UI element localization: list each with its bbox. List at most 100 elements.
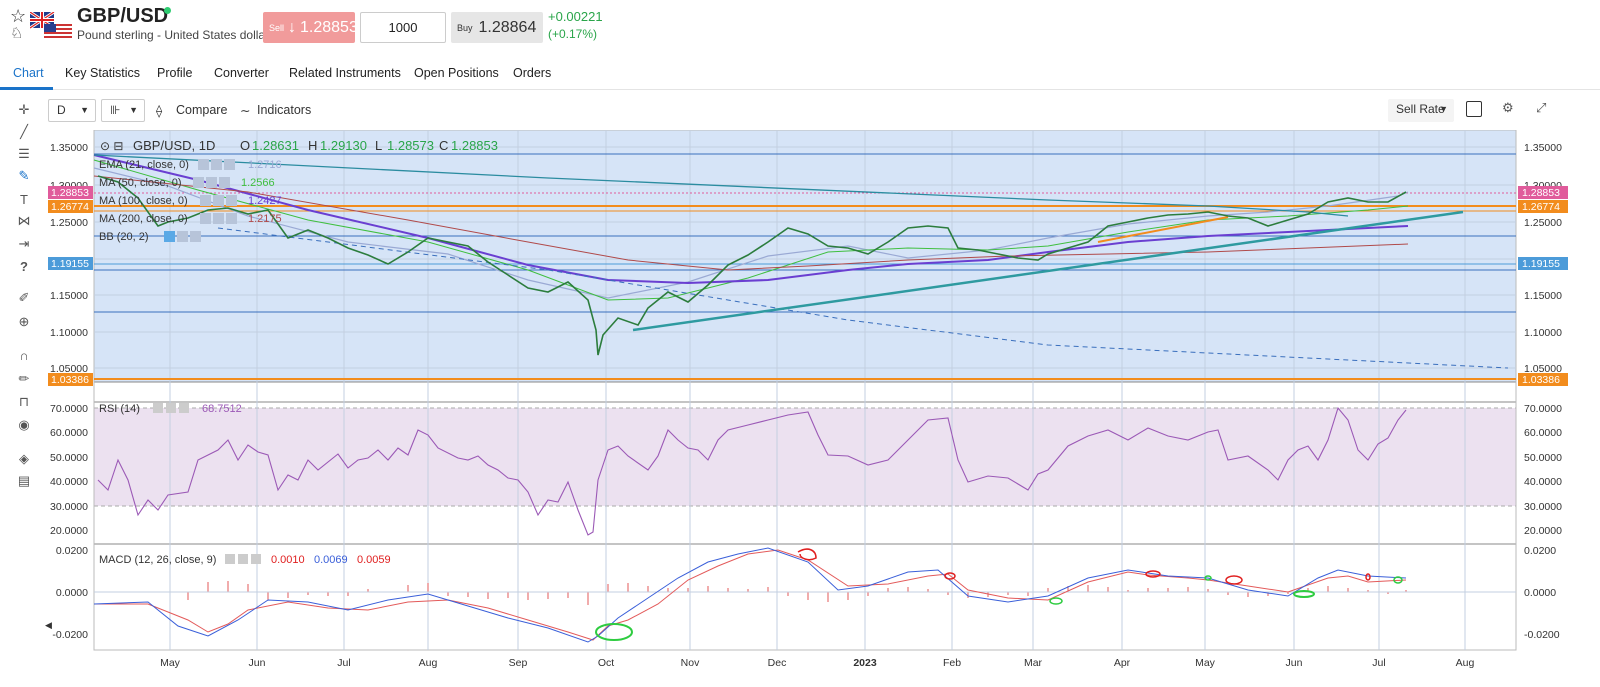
macd-tick: 0.0000	[1524, 587, 1556, 599]
time-tick: May	[1195, 657, 1216, 669]
buy-button[interactable]: Buy 1.28864	[451, 12, 543, 43]
eye-icon[interactable]: ◉	[18, 417, 30, 432]
lock-drawings-icon[interactable]: ✏	[18, 371, 30, 386]
time-tick: Dec	[768, 657, 787, 669]
sell-rate-select[interactable]: Sell Rate ▼	[1388, 99, 1454, 122]
tab-chart[interactable]: Chart	[13, 66, 44, 80]
time-tick: Aug	[1456, 657, 1475, 669]
rsi-tick: 50.0000	[1524, 452, 1562, 464]
ma50-legend: MA (50, close, 0)	[99, 177, 182, 189]
tab-profile[interactable]: Profile	[157, 66, 193, 80]
legend-high: 1.29130	[320, 138, 367, 153]
time-tick: 2023	[853, 657, 877, 669]
instrument-header: ☆ ♘ GBP/USD Pound sterling - United Stat…	[0, 0, 1600, 56]
trash-icon[interactable]: ▤	[17, 473, 31, 488]
price-tick: 1.15000	[1524, 290, 1562, 302]
price-marker-label: 1.28853	[51, 187, 89, 199]
lock-icon[interactable]: ⊓	[18, 394, 30, 409]
time-tick: Nov	[681, 657, 700, 669]
time-tick: Jun	[249, 657, 266, 669]
legend-low: 1.28573	[387, 138, 434, 153]
interval-select[interactable]: D ▼	[48, 99, 96, 122]
time-tick: Aug	[419, 657, 438, 669]
tab-orders[interactable]: Orders	[513, 66, 552, 80]
macd-signal-value: 0.0059	[357, 554, 391, 566]
sell-arrow-icon: ↓	[288, 18, 297, 36]
layers-icon[interactable]: ◈	[19, 451, 29, 466]
sell-rate-value: Sell Rate	[1396, 102, 1445, 116]
bb-legend: BB (20, 2)	[99, 231, 149, 243]
compare-button[interactable]: Compare	[176, 103, 228, 117]
price-marker-label: 1.19155	[51, 258, 89, 270]
magnet-icon[interactable]: ∩	[19, 348, 29, 363]
price-marker-label: 1.19155	[1522, 258, 1560, 270]
rsi-value: 68.7512	[202, 403, 242, 415]
us-flag-icon	[44, 24, 72, 40]
measure-icon[interactable]: ⇥	[18, 236, 30, 251]
fullscreen-icon[interactable]: ⤢	[1536, 100, 1547, 115]
gear-icon[interactable]: ⚙	[1502, 100, 1514, 115]
change-percent: (+0.17%)	[548, 27, 598, 41]
tab-related-instruments[interactable]: Related Instruments	[289, 66, 401, 80]
fib-icon[interactable]: ☰	[18, 146, 30, 161]
macd-tick: 0.0000	[56, 587, 88, 599]
ma200-legend: MA (200, close, 0)	[99, 213, 188, 225]
checkbox-icon[interactable]	[1466, 101, 1482, 117]
rsi-tick: 50.0000	[50, 452, 88, 464]
time-tick: Jul	[337, 657, 350, 669]
ma100-legend: MA (100, close, 0)	[99, 195, 188, 207]
sell-price: 1.28853	[300, 18, 358, 36]
compare-icon[interactable]: ⟠	[156, 104, 163, 118]
indicators-button[interactable]: Indicators	[257, 103, 312, 117]
trendline-icon[interactable]: ╱	[20, 124, 28, 139]
time-tick: Jul	[1372, 657, 1385, 669]
star-icon[interactable]: ☆	[10, 6, 27, 26]
time-tick: Mar	[1024, 657, 1043, 669]
rsi-tick: 30.0000	[50, 501, 88, 513]
zoom-icon[interactable]: ⊕	[18, 314, 30, 329]
chart-type-select[interactable]: ⊪ ▼	[101, 99, 145, 122]
price-marker-label: 1.28853	[1522, 187, 1560, 199]
rsi-tick: 40.0000	[1524, 476, 1562, 488]
chevron-down-icon: ▼	[1439, 104, 1448, 114]
quantity-input[interactable]: 1000	[360, 12, 446, 43]
ma200-value: 1.2175	[248, 213, 282, 225]
help-icon[interactable]: ?	[20, 259, 28, 274]
time-tick: Sep	[509, 657, 528, 669]
price-tick: 1.25000	[1524, 217, 1562, 229]
macd-tick: -0.0200	[52, 629, 88, 641]
chevron-down-icon: ▼	[129, 105, 138, 115]
buy-label: Buy	[457, 22, 473, 33]
macd-tick: 0.0200	[56, 545, 88, 557]
chevron-down-icon: ▼	[80, 105, 89, 115]
tab-open-positions[interactable]: Open Positions	[414, 66, 499, 80]
price-tick: 1.10000	[50, 327, 88, 339]
macd-legend: MACD (12, 26, close, 9)	[99, 554, 216, 566]
price-marker-label: 1.03386	[1522, 374, 1560, 386]
price-tick: 1.05000	[1524, 363, 1562, 375]
bell-icon[interactable]: ♘	[10, 25, 24, 42]
brush-icon[interactable]: ✎	[18, 168, 30, 183]
rsi-legend: RSI (14)	[99, 403, 140, 415]
legend-high-label: H	[308, 138, 317, 153]
collapse-arrow-icon[interactable]: ◀	[45, 620, 52, 630]
price-tick: 1.25000	[50, 217, 88, 229]
text-icon[interactable]: T	[20, 192, 28, 207]
legend-title: GBP/USD, 1D	[133, 138, 215, 153]
tab-key-statistics[interactable]: Key Statistics	[65, 66, 141, 80]
tab-converter[interactable]: Converter	[214, 66, 269, 80]
price-chart[interactable]: 1.35000 1.30000 1.25000 1.15000 1.10000 …	[48, 130, 1568, 672]
legend-open-label: O	[240, 138, 250, 153]
crosshair-icon[interactable]: ✛	[18, 102, 30, 117]
interval-value: D	[57, 103, 66, 117]
price-marker-label: 1.03386	[51, 374, 89, 386]
indicators-icon[interactable]: ∼	[240, 104, 251, 118]
chart-toolbar: D ▼ ⊪ ▼ ⟠ Compare ∼ Indicators Sell Rate…	[48, 98, 1568, 124]
price-tick: 1.05000	[50, 363, 88, 375]
instrument-description: Pound sterling - United States dollar	[77, 28, 270, 42]
sell-button[interactable]: Sell ↓ 1.28853	[263, 12, 358, 43]
time-tick: Apr	[1114, 657, 1131, 669]
pattern-icon[interactable]: ⋈	[17, 213, 31, 228]
ruler-icon[interactable]: ✐	[18, 290, 30, 305]
rsi-tick: 70.0000	[50, 403, 88, 415]
